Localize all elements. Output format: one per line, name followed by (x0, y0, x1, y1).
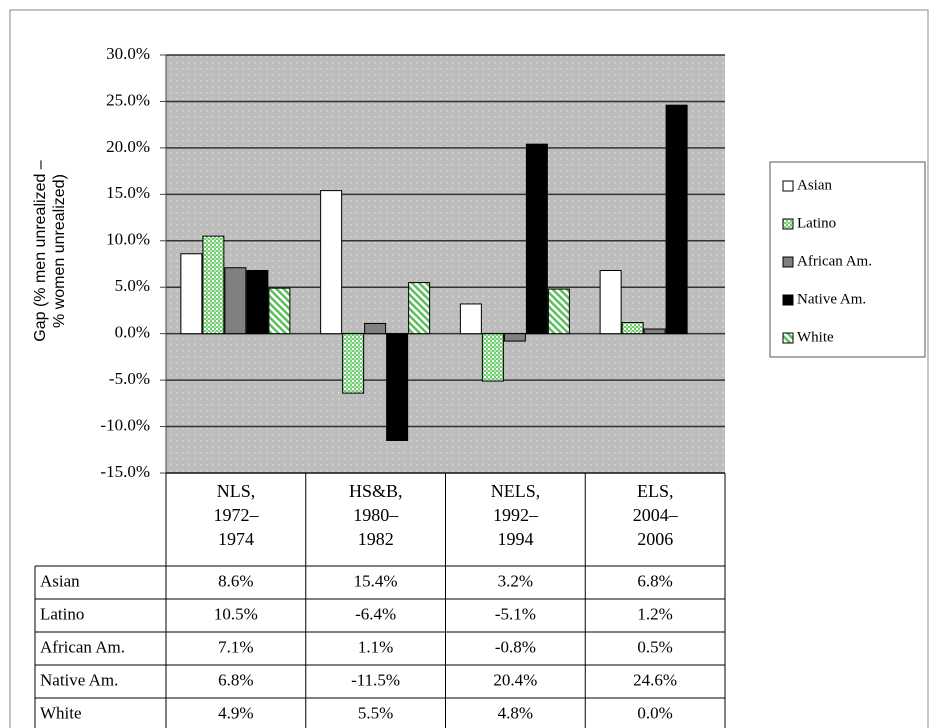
legend-label: Native Am. (797, 291, 866, 307)
bar (268, 287, 291, 335)
bar (525, 143, 548, 335)
y-tick-label: -15.0% (100, 462, 150, 481)
legend-box (769, 161, 926, 358)
bar (180, 253, 203, 335)
y-tick-label: 25.0% (106, 90, 150, 109)
table-cell: 15.4% (354, 571, 398, 590)
table-cell: 1.2% (637, 604, 672, 623)
y-tick-label: -10.0% (100, 415, 150, 434)
y-tick-label: 10.0% (106, 230, 150, 249)
bar (246, 270, 269, 335)
table-cell: 5.5% (358, 703, 393, 722)
bar (320, 190, 343, 335)
table-cell: -5.1% (495, 604, 536, 623)
x-tick-label: HS&B, 1980– 1982 (348, 481, 403, 549)
legend-marker (782, 332, 794, 344)
y-axis-label: Gap (% men unrealized – % women unrealiz… (32, 160, 68, 342)
y-tick-label: 5.0% (115, 276, 150, 295)
table-cell: 1.1% (358, 637, 393, 656)
row-label: Native Am. (40, 670, 118, 689)
bar (481, 333, 504, 382)
bar (459, 303, 482, 335)
frame (9, 9, 929, 728)
bar (342, 333, 365, 394)
table-cell: -6.4% (355, 604, 396, 623)
bar (643, 328, 666, 335)
bar (665, 104, 688, 335)
table-cell: -0.8% (495, 637, 536, 656)
bar (408, 282, 431, 335)
legend-marker (782, 180, 794, 192)
y-tick-label: 15.0% (106, 183, 150, 202)
table-cell: 0.0% (637, 703, 672, 722)
table-cell: -11.5% (351, 670, 400, 689)
legend-label: White (797, 329, 834, 345)
x-tick-label: NELS, 1992– 1994 (490, 481, 541, 549)
table-cell: 8.6% (218, 571, 253, 590)
table-cell: 10.5% (214, 604, 258, 623)
legend-marker (782, 294, 794, 306)
bar (621, 322, 644, 335)
bar (224, 267, 247, 335)
x-tick-label: ELS, 2004– 2006 (632, 481, 678, 549)
bar (599, 270, 622, 335)
x-tick-label: NLS, 1972– 1974 (213, 481, 259, 549)
bar (202, 235, 225, 335)
row-label: African Am. (40, 637, 125, 656)
bar (547, 288, 570, 335)
table-cell: 0.5% (637, 637, 672, 656)
table-cell: 20.4% (493, 670, 537, 689)
bar (364, 322, 387, 335)
table-cell: 6.8% (218, 670, 253, 689)
row-label: Latino (40, 604, 84, 623)
table-cell: 7.1% (218, 637, 253, 656)
legend-label: African Am. (797, 253, 872, 269)
row-label: White (40, 703, 82, 722)
legend-marker (782, 218, 794, 230)
table-cell: 4.8% (498, 703, 533, 722)
y-tick-label: -5.0% (109, 369, 150, 388)
plot-area (166, 55, 725, 473)
table-cell: 4.9% (218, 703, 253, 722)
legend-label: Asian (797, 177, 832, 193)
table-cell: 24.6% (633, 670, 677, 689)
y-tick-label: 0.0% (115, 323, 150, 342)
bar (503, 333, 526, 342)
legend-marker (782, 256, 794, 268)
table-cell: 6.8% (637, 571, 672, 590)
y-tick-label: 30.0% (106, 44, 150, 63)
table-cell: 3.2% (498, 571, 533, 590)
row-label: Asian (40, 571, 80, 590)
legend-label: Latino (797, 215, 836, 231)
bar (386, 333, 409, 441)
y-tick-label: 20.0% (106, 137, 150, 156)
